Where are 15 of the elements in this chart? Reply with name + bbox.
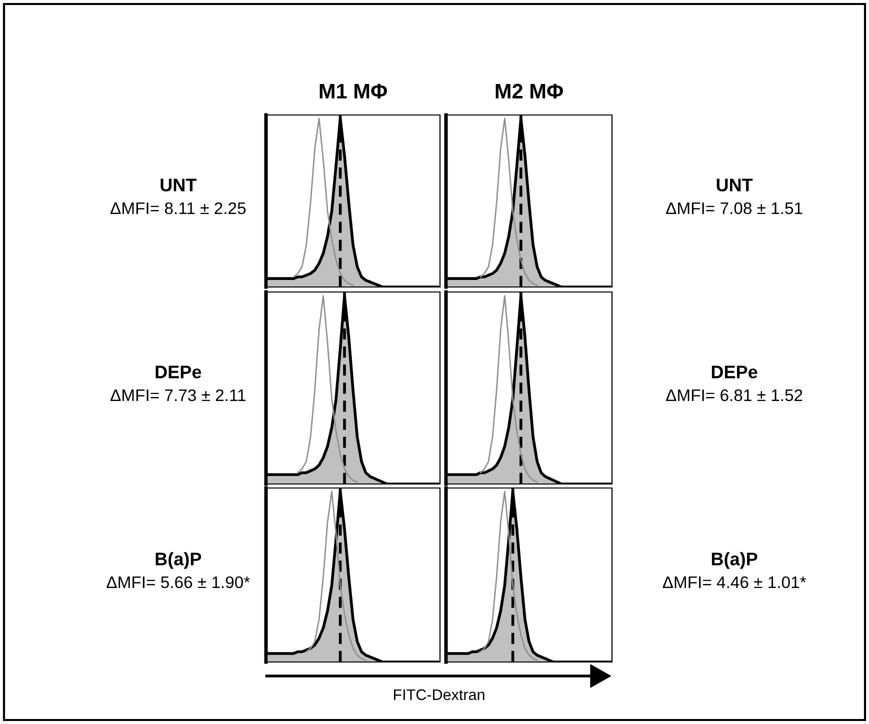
text: ΔMFI= 8.11 ± 2.25 xyxy=(110,202,246,214)
text: ΔMFI= 5.66 ± 1.90* xyxy=(106,576,250,588)
chart-title: M2 MΦ xyxy=(496,84,563,98)
text: DEPe xyxy=(156,366,202,378)
text: DEPe xyxy=(712,366,758,378)
text: ΔMFI= 6.81 ± 1.52 xyxy=(666,389,802,402)
text: UNT xyxy=(160,178,197,192)
text: UNT xyxy=(716,178,753,192)
text: ΔMFI= 7.08 ± 1.51 xyxy=(666,202,802,214)
text: ΔMFI= 7.73 ± 2.11 xyxy=(110,389,246,402)
text: ΔMFI= 4.46 ± 1.01* xyxy=(662,576,806,588)
text: B(a)P xyxy=(712,552,758,569)
text: B(a)P xyxy=(156,552,202,569)
text: FITC-Dextran xyxy=(394,689,484,700)
chart-title: M1 MΦ xyxy=(320,84,387,98)
